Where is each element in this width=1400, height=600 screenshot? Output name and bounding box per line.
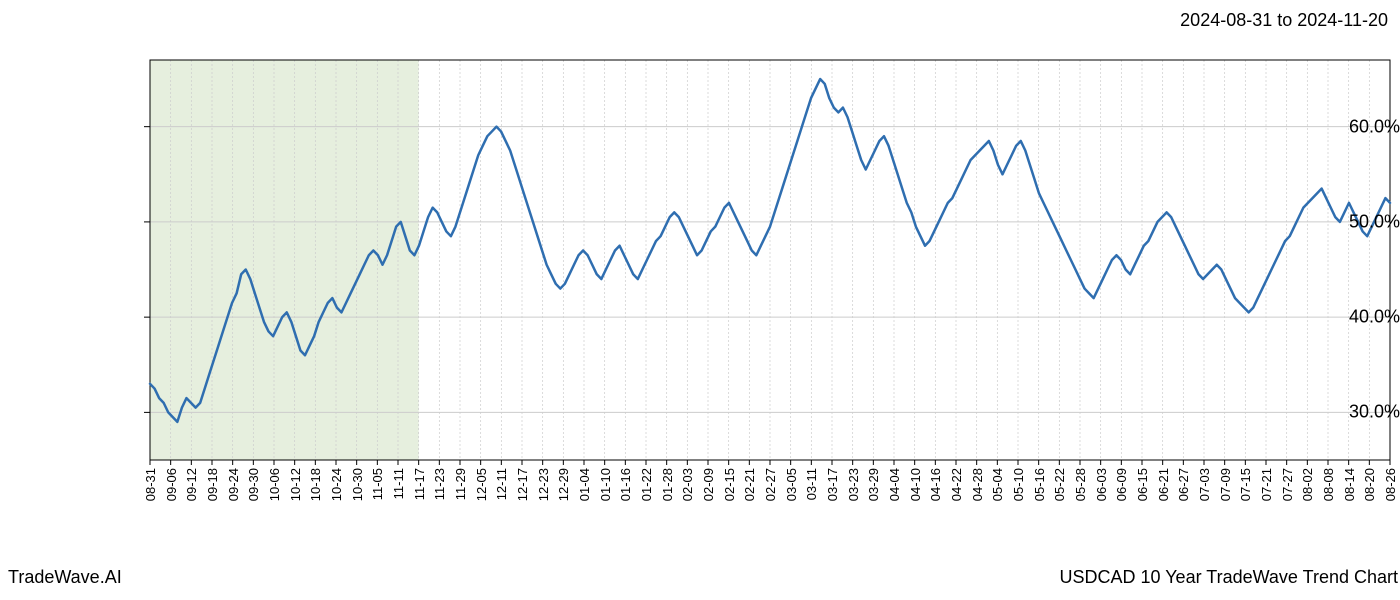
x-tick-label: 11-23 (432, 468, 447, 500)
x-tick-label: 10-24 (329, 468, 344, 501)
x-tick-label: 12-05 (474, 468, 489, 501)
footer-brand: TradeWave.AI (8, 567, 122, 588)
x-tick-label: 02-21 (742, 468, 757, 501)
x-tick-label: 04-16 (928, 468, 943, 501)
x-tick-label: 04-28 (970, 468, 985, 501)
x-tick-label: 04-10 (908, 468, 923, 501)
x-tick-label: 06-27 (1176, 468, 1191, 501)
x-tick-label: 01-04 (577, 468, 592, 501)
x-tick-label: 12-29 (556, 468, 571, 501)
x-tick-label: 08-31 (143, 468, 158, 501)
x-tick-label: 05-04 (990, 468, 1005, 501)
chart-svg (0, 50, 1400, 540)
x-tick-label: 02-03 (680, 468, 695, 501)
x-tick-label: 08-20 (1362, 468, 1377, 501)
x-tick-label: 07-03 (1197, 468, 1212, 501)
x-tick-label: 09-12 (184, 468, 199, 501)
x-tick-label: 09-18 (205, 468, 220, 501)
x-tick-label: 01-28 (660, 468, 675, 501)
x-tick-label: 12-11 (494, 468, 509, 500)
x-tick-label: 06-03 (1094, 468, 1109, 501)
x-tick-label: 08-26 (1383, 468, 1398, 501)
x-tick-label: 05-28 (1073, 468, 1088, 501)
x-tick-label: 11-11 (391, 468, 406, 499)
x-tick-label: 09-06 (164, 468, 179, 501)
x-tick-label: 01-22 (639, 468, 654, 501)
x-tick-label: 05-16 (1032, 468, 1047, 501)
x-tick-label: 05-22 (1052, 468, 1067, 501)
x-tick-label: 08-14 (1342, 468, 1357, 501)
chart-title: USDCAD 10 Year TradeWave Trend Chart (1060, 567, 1399, 588)
x-tick-label: 08-08 (1321, 468, 1336, 501)
x-tick-label: 03-05 (784, 468, 799, 501)
x-tick-label: 08-02 (1300, 468, 1315, 501)
y-tick-label: 50.0% (1262, 211, 1400, 232)
x-tick-label: 10-12 (288, 468, 303, 501)
x-tick-label: 10-18 (308, 468, 323, 501)
y-tick-label: 40.0% (1262, 307, 1400, 328)
y-tick-label: 30.0% (1262, 402, 1400, 423)
trend-chart: 30.0% 40.0% 50.0% 60.0% 08-31 09-06 09-12 09-1… (0, 50, 1400, 540)
x-tick-label: 12-23 (536, 468, 551, 501)
x-tick-label: 02-15 (722, 468, 737, 501)
x-tick-label: 03-11 (804, 468, 819, 500)
x-tick-label: 06-21 (1156, 468, 1171, 501)
x-tick-label: 03-29 (866, 468, 881, 501)
x-tick-label: 03-23 (846, 468, 861, 501)
x-tick-label: 07-15 (1238, 468, 1253, 501)
x-tick-label: 04-04 (887, 468, 902, 501)
x-tick-label: 10-30 (350, 468, 365, 501)
x-tick-label: 09-30 (246, 468, 261, 501)
x-tick-label: 06-09 (1114, 468, 1129, 501)
x-tick-label: 04-22 (949, 468, 964, 501)
x-tick-label: 07-09 (1218, 468, 1233, 501)
y-tick-label: 60.0% (1262, 116, 1400, 137)
x-tick-label: 07-27 (1280, 468, 1295, 501)
x-tick-label: 11-17 (412, 468, 427, 500)
x-tick-label: 05-10 (1011, 468, 1026, 501)
x-tick-label: 10-06 (267, 468, 282, 501)
x-axis-labels: 08-31 09-06 09-12 09-18 09-24 09-30 10-06 10-12… (0, 468, 1400, 538)
x-tick-label: 01-16 (618, 468, 633, 501)
x-tick-label: 06-15 (1135, 468, 1150, 501)
x-tick-label: 03-17 (825, 468, 840, 501)
x-tick-label: 11-29 (453, 468, 468, 500)
x-tick-label: 02-09 (701, 468, 716, 501)
x-tick-label: 07-21 (1259, 468, 1274, 501)
date-range-label: 2024-08-31 to 2024-11-20 (1180, 10, 1388, 31)
x-tick-label: 02-27 (763, 468, 778, 501)
x-tick-label: 11-05 (370, 468, 385, 500)
x-tick-label: 01-10 (598, 468, 613, 501)
x-tick-label: 09-24 (226, 468, 241, 501)
x-tick-label: 12-17 (515, 468, 530, 501)
